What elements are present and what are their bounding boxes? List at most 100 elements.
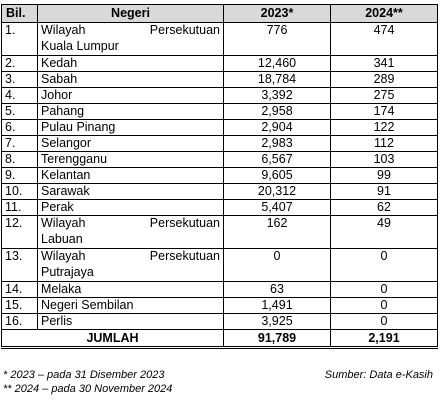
footnote-row: * 2023 – pada 31 Disember 2023 Sumber: D… [3, 368, 437, 382]
row-bil: 1. [1, 22, 38, 56]
row-bil: 13. [1, 248, 38, 282]
row-2023: 20,312 [223, 183, 331, 200]
row-2023: 2,983 [223, 135, 331, 152]
table-row: 7. Selangor 2,983 112 [1, 135, 438, 152]
row-2023: 2,958 [223, 103, 331, 120]
row-2023: 3,392 [223, 87, 331, 104]
row-2024: 112 [330, 135, 438, 152]
row-bil: 11. [1, 199, 38, 216]
row-negeri: Kelantan [37, 167, 224, 184]
footnote-row: ** 2024 – pada 30 November 2024 [3, 382, 437, 396]
row-2024: 62 [330, 199, 438, 216]
row-negeri: Negeri Sembilan [37, 297, 224, 314]
row-bil: 9. [1, 167, 38, 184]
row-bil: 6. [1, 119, 38, 136]
table-row: 14. Melaka 63 0 [1, 281, 438, 298]
row-bil: 10. [1, 183, 38, 200]
header-negeri: Negeri [37, 4, 224, 23]
row-bil: 4. [1, 87, 38, 104]
row-negeri-line1: Wilayah Persekutuan [41, 23, 220, 37]
row-bil: 5. [1, 103, 38, 120]
row-bil: 12. [1, 215, 38, 249]
row-bil: 3. [1, 71, 38, 88]
table-row: 9. Kelantan 9,605 99 [1, 167, 438, 184]
row-2024: 49 [330, 215, 438, 249]
row-negeri-line2: Putrajaya [41, 264, 94, 279]
footnote-2023: * 2023 – pada 31 Disember 2023 [3, 369, 165, 381]
row-bil: 16. [1, 313, 38, 330]
row-2024: 0 [330, 248, 438, 282]
row-2023: 9,605 [223, 167, 331, 184]
table-row: 11. Perak 5,407 62 [1, 199, 438, 216]
table-row: 2. Kedah 12,460 341 [1, 55, 438, 72]
row-2023: 12,460 [223, 55, 331, 72]
row-negeri: Melaka [37, 281, 224, 298]
row-2023: 0 [223, 248, 331, 282]
table-row: 15. Negeri Sembilan 1,491 0 [1, 297, 438, 314]
total-label: JUMLAH [1, 329, 224, 349]
row-bil: 7. [1, 135, 38, 152]
row-negeri: Pulau Pinang [37, 119, 224, 136]
row-negeri: Sarawak [37, 183, 224, 200]
row-bil: 2. [1, 55, 38, 72]
row-negeri: Perlis [37, 313, 224, 330]
state-statistics-table: Bil. Negeri 2023* 2024** 1. Wilayah Pers… [1, 4, 438, 349]
table-row: 13. Wilayah Persekutuan Putrajaya 0 0 [1, 248, 438, 282]
row-negeri: Wilayah Persekutuan Kuala Lumpur [37, 22, 224, 56]
row-2024: 122 [330, 119, 438, 136]
row-negeri: Kedah [37, 55, 224, 72]
row-2024: 341 [330, 55, 438, 72]
row-negeri: Wilayah Persekutuan Labuan [37, 215, 224, 249]
row-2023: 1,491 [223, 297, 331, 314]
table-row: 8. Terengganu 6,567 103 [1, 151, 438, 168]
row-2023: 63 [223, 281, 331, 298]
row-negeri: Johor [37, 87, 224, 104]
table-row: 1. Wilayah Persekutuan Kuala Lumpur 776 … [1, 22, 438, 56]
table-row: 12. Wilayah Persekutuan Labuan 162 49 [1, 215, 438, 249]
row-2023: 5,407 [223, 199, 331, 216]
row-2023: 3,925 [223, 313, 331, 330]
row-negeri: Selangor [37, 135, 224, 152]
row-2023: 776 [223, 22, 331, 56]
row-2024: 289 [330, 71, 438, 88]
row-2024: 174 [330, 103, 438, 120]
row-2023: 2,904 [223, 119, 331, 136]
header-bil: Bil. [1, 4, 38, 23]
row-negeri: Sabah [37, 71, 224, 88]
row-2024: 474 [330, 22, 438, 56]
table-row: 6. Pulau Pinang 2,904 122 [1, 119, 438, 136]
row-negeri-line2: Kuala Lumpur [41, 38, 119, 53]
row-negeri-line2: Labuan [41, 231, 83, 246]
header-2023: 2023* [223, 4, 331, 23]
row-2024: 0 [330, 313, 438, 330]
row-bil: 8. [1, 151, 38, 168]
table-header-row: Bil. Negeri 2023* 2024** [1, 4, 438, 23]
row-bil: 15. [1, 297, 38, 314]
row-negeri: Perak [37, 199, 224, 216]
row-2024: 0 [330, 297, 438, 314]
row-2023: 18,784 [223, 71, 331, 88]
row-2024: 99 [330, 167, 438, 184]
table-row: 16. Perlis 3,925 0 [1, 313, 438, 330]
table-row: 5. Pahang 2,958 174 [1, 103, 438, 120]
row-negeri: Terengganu [37, 151, 224, 168]
footnote-2024: ** 2024 – pada 30 November 2024 [3, 383, 173, 395]
row-2023: 162 [223, 215, 331, 249]
header-2024: 2024** [330, 4, 438, 23]
table-row: 3. Sabah 18,784 289 [1, 71, 438, 88]
row-negeri-line1: Wilayah Persekutuan [41, 216, 220, 230]
table-row: 4. Johor 3,392 275 [1, 87, 438, 104]
row-negeri-line1: Wilayah Persekutuan [41, 249, 220, 263]
total-2023: 91,789 [223, 329, 331, 349]
row-2023: 6,567 [223, 151, 331, 168]
row-2024: 275 [330, 87, 438, 104]
footnotes: * 2023 – pada 31 Disember 2023 Sumber: D… [3, 368, 437, 396]
row-negeri: Wilayah Persekutuan Putrajaya [37, 248, 224, 282]
total-row: JUMLAH 91,789 2,191 [1, 329, 438, 349]
total-2024: 2,191 [330, 329, 438, 349]
row-negeri: Pahang [37, 103, 224, 120]
row-bil: 14. [1, 281, 38, 298]
source-note: Sumber: Data e-Kasih [324, 369, 433, 381]
row-2024: 0 [330, 281, 438, 298]
row-2024: 103 [330, 151, 438, 168]
